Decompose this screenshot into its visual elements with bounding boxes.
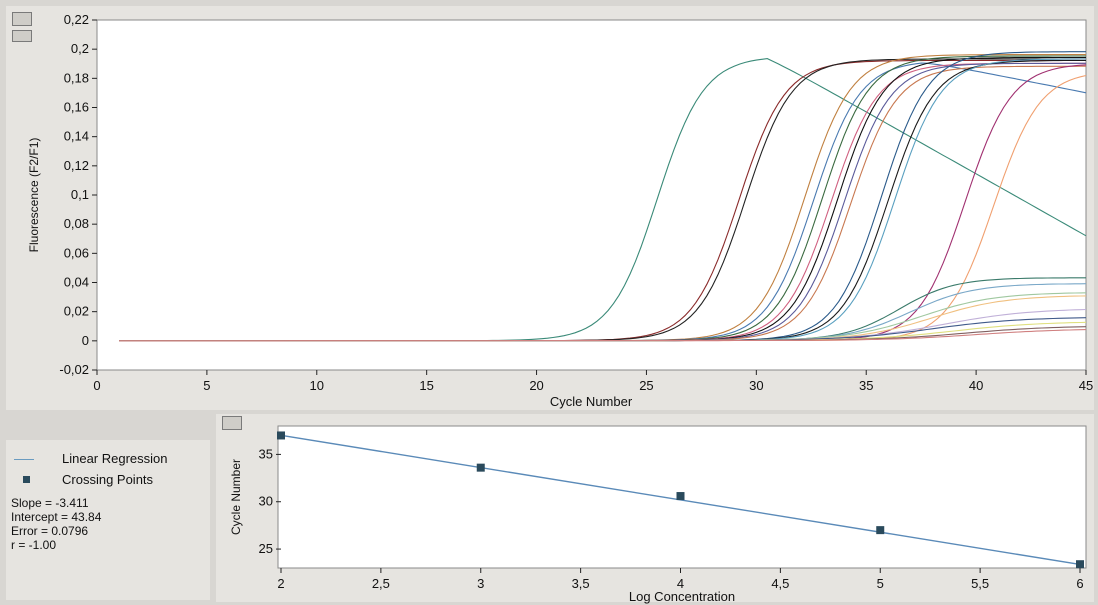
bottom-x-tick-label: 2 [277,576,284,591]
bottom-x-tick-label: 3,5 [572,576,590,591]
bottom-x-axis-title: Log Concentration [629,589,735,604]
crossing-points-legend-marker [23,476,30,483]
legend-panel: Linear Regression Crossing Points Slope … [6,440,210,600]
bottom-y-tick-label: 35 [259,446,273,461]
linear-regression-legend-label: Linear Regression [62,451,168,466]
crossing-points-legend-label: Crossing Points [62,472,153,487]
intercept-stat: Intercept = 43.84 [11,510,101,524]
bottom-x-tick-label: 5 [877,576,884,591]
linear-regression-legend-line [14,459,34,460]
crossing-point-4 [876,526,884,534]
bottom-x-tick-label: 4,5 [771,576,789,591]
bottom-y-axis-title: Cycle Number [229,459,243,535]
bottom-x-tick-label: 2,5 [372,576,390,591]
r-stat: r = -1.00 [11,538,56,552]
crossing-point-3 [677,492,685,500]
error-stat: Error = 0.0796 [11,524,88,538]
standard-curve-options-icon[interactable] [222,416,242,430]
bottom-y-tick-label: 25 [259,541,273,556]
crossing-point-1 [277,431,285,439]
bottom-y-tick-label: 30 [259,494,273,509]
bottom-x-tick-label: 5,5 [971,576,989,591]
crossing-point-2 [477,464,485,472]
bottom-x-tick-label: 6 [1076,576,1083,591]
bottom-x-tick-label: 3 [477,576,484,591]
slope-stat: Slope = -3.411 [11,496,89,510]
crossing-point-5 [1076,560,1084,568]
